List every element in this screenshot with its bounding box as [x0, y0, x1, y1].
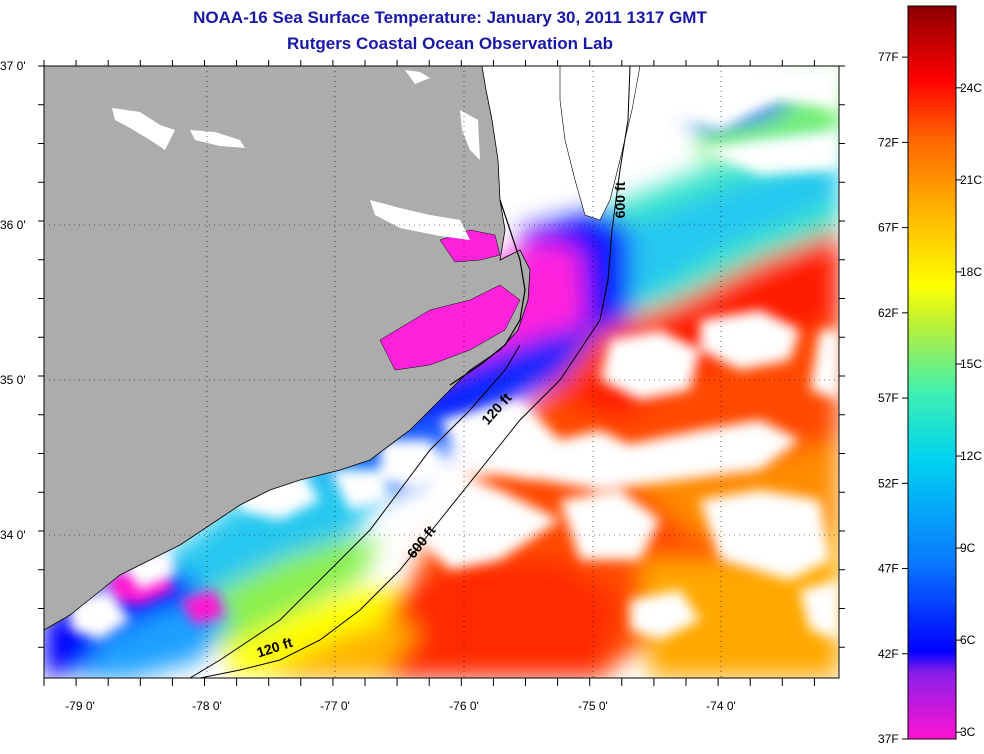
colorbar-label-f: 67F [878, 221, 899, 235]
lat-label: 35 0' [0, 373, 26, 387]
isobath-600ft-north [199, 66, 631, 678]
colorbar-label-c: 18C [960, 265, 982, 279]
map-title: NOAA-16 Sea Surface Temperature: January… [193, 8, 707, 27]
colorbar-celsius-labels: 24C 21C 18C 15C 12C 9C 6C 3C [960, 81, 982, 739]
colorbar-label-f: 72F [878, 135, 899, 149]
colorbar-label-f: 37F [878, 732, 899, 746]
colorbar-rect [907, 5, 957, 740]
colorbar-label-f: 57F [878, 391, 899, 405]
colorbar-label-c: 12C [960, 449, 982, 463]
axis-ticks [38, 60, 845, 686]
isobath-120ft [189, 344, 521, 678]
isobath-label-600-north: 600 ft [612, 181, 628, 218]
lon-label: -75 0' [578, 699, 608, 713]
colorbar-label-c: 15C [960, 357, 982, 371]
lat-label: 36 0' [0, 218, 26, 232]
map-content: 600 ft 120 ft 600 ft 120 ft [44, 66, 839, 678]
cloud-patches [70, 66, 839, 640]
lat-label: 34 0' [0, 528, 26, 542]
graticule [44, 66, 839, 678]
barrier-island [449, 199, 526, 386]
colorbar-label-f: 62F [878, 306, 899, 320]
colorbar-label-c: 9C [960, 541, 976, 555]
colorbar-label-c: 3C [960, 725, 976, 739]
colorbar-label-c: 6C [960, 633, 976, 647]
colorbar-label-f: 47F [878, 562, 899, 576]
colorbar-label-c: 24C [960, 81, 982, 95]
lon-label: -74 0' [706, 699, 736, 713]
isobath-lines [189, 66, 631, 678]
map-subtitle: Rutgers Coastal Ocean Observation Lab [287, 34, 613, 53]
lon-label: -78 0' [192, 699, 222, 713]
chesapeake-area [559, 66, 641, 221]
colorbar-label-c: 21C [960, 173, 982, 187]
latitude-labels: 37 0' 36 0' 35 0' 34 0' [0, 59, 26, 542]
colorbar-label-f: 77F [878, 50, 899, 64]
colorbar-ticks [902, 56, 962, 740]
lon-label: -77 0' [320, 699, 350, 713]
colorbar: 77F 72F 67F 62F 57F 52F 47F 42F 37F 24C 21C 18C 15C… [878, 5, 982, 746]
lat-label: 37 0' [0, 59, 26, 73]
map-frame [43, 65, 840, 679]
colorbar-label-f: 52F [878, 476, 899, 490]
lon-label: -76 0' [449, 699, 479, 713]
longitude-labels: -79 0' -78 0' -77 0' -76 0' -75 0' -74 0' [65, 699, 736, 713]
land-mass [44, 66, 531, 631]
pamlico-sound [379, 284, 521, 371]
colorbar-fahrenheit-labels: 77F 72F 67F 62F 57F 52F 47F 42F 37F [878, 50, 899, 746]
inland-water [112, 70, 480, 240]
colorbar-label-f: 42F [878, 647, 899, 661]
lon-label: -79 0' [65, 699, 95, 713]
